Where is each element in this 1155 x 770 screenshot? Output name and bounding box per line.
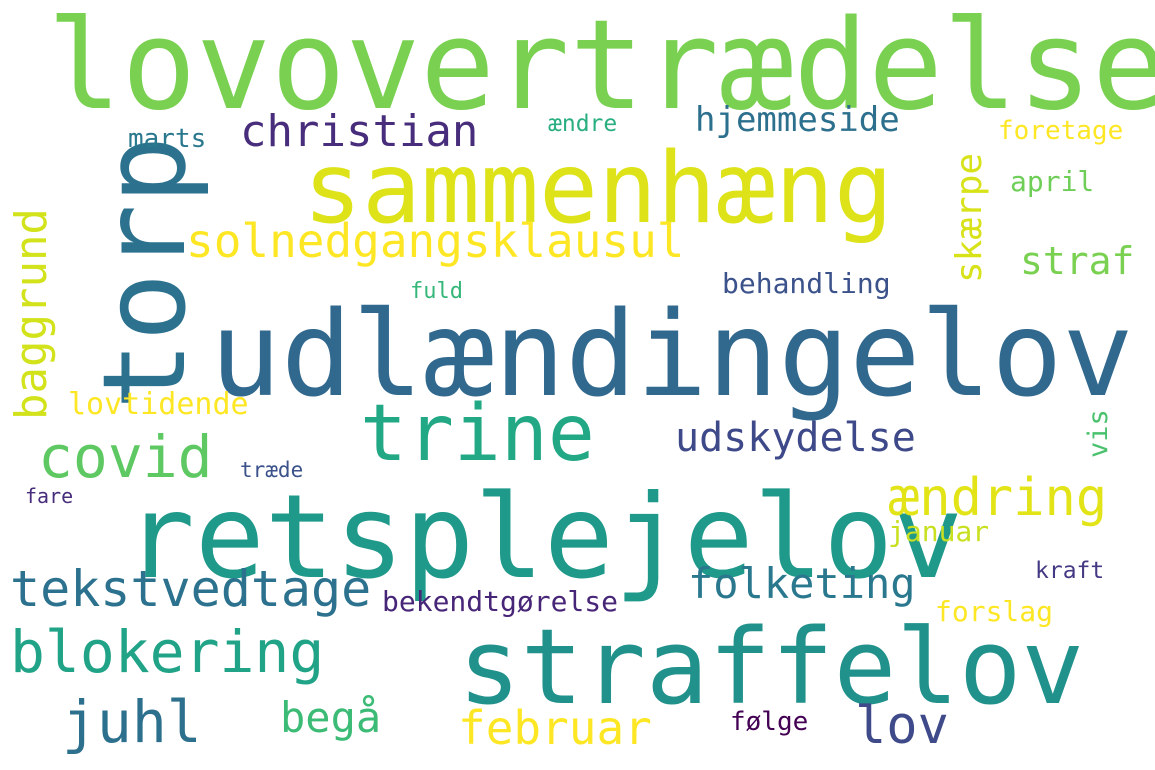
word-christian: christian [240,106,479,157]
word-tekstvedtage: tekstvedtage [10,560,372,618]
word-kraft: kraft [1035,558,1105,584]
word-torp: torp [78,135,211,410]
word-marts: marts [128,124,207,154]
word-folketing: folketing [688,559,916,608]
word-april: april [1010,165,1095,198]
word-januar: januar [888,515,990,548]
word-retsplejelov: retsplejelov [125,470,964,605]
word-lovtidende: lovtidende [68,387,249,422]
word-straffelov: straffelov [458,606,1085,728]
word-fuld: fuld [410,279,463,304]
word-udlaendingelov: udlændingelov [210,285,1134,423]
word-lovovertraedelse: lovovertrædelse [47,0,1155,138]
word-baggrund: baggrund [6,208,57,420]
word-traede: træde [240,458,304,482]
word-sammenhaeng: sammenhæng [303,132,894,246]
word-februar: februar [458,701,652,755]
word-foretage: foretage [998,116,1124,146]
word-hjemmeside: hjemmeside [695,100,900,140]
word-forslag: forslag [935,595,1054,628]
word-juhl: juhl [62,688,202,756]
word-covid: covid [38,423,213,491]
word-trine: trine [360,389,595,479]
word-aendre: ændre [548,111,618,137]
word-foelge: følge [730,707,809,737]
word-blokering: blokering [10,618,325,686]
word-aendring: ændring [888,468,1108,528]
word-udskydelse: udskydelse [675,415,916,461]
word-behandling: behandling [722,267,891,300]
word-solnedgangsklausul: solnedgangsklausul [186,214,685,268]
word-begaa: begå [280,693,382,742]
word-skaerpe: skærpe [949,152,990,283]
word-bekendtgoerelse: bekendtgørelse [382,585,619,618]
word-lov: lov [855,696,949,756]
word-fare: fare [25,484,74,508]
word-vis: vis [1083,409,1114,458]
word-straf: straf [1020,239,1135,283]
